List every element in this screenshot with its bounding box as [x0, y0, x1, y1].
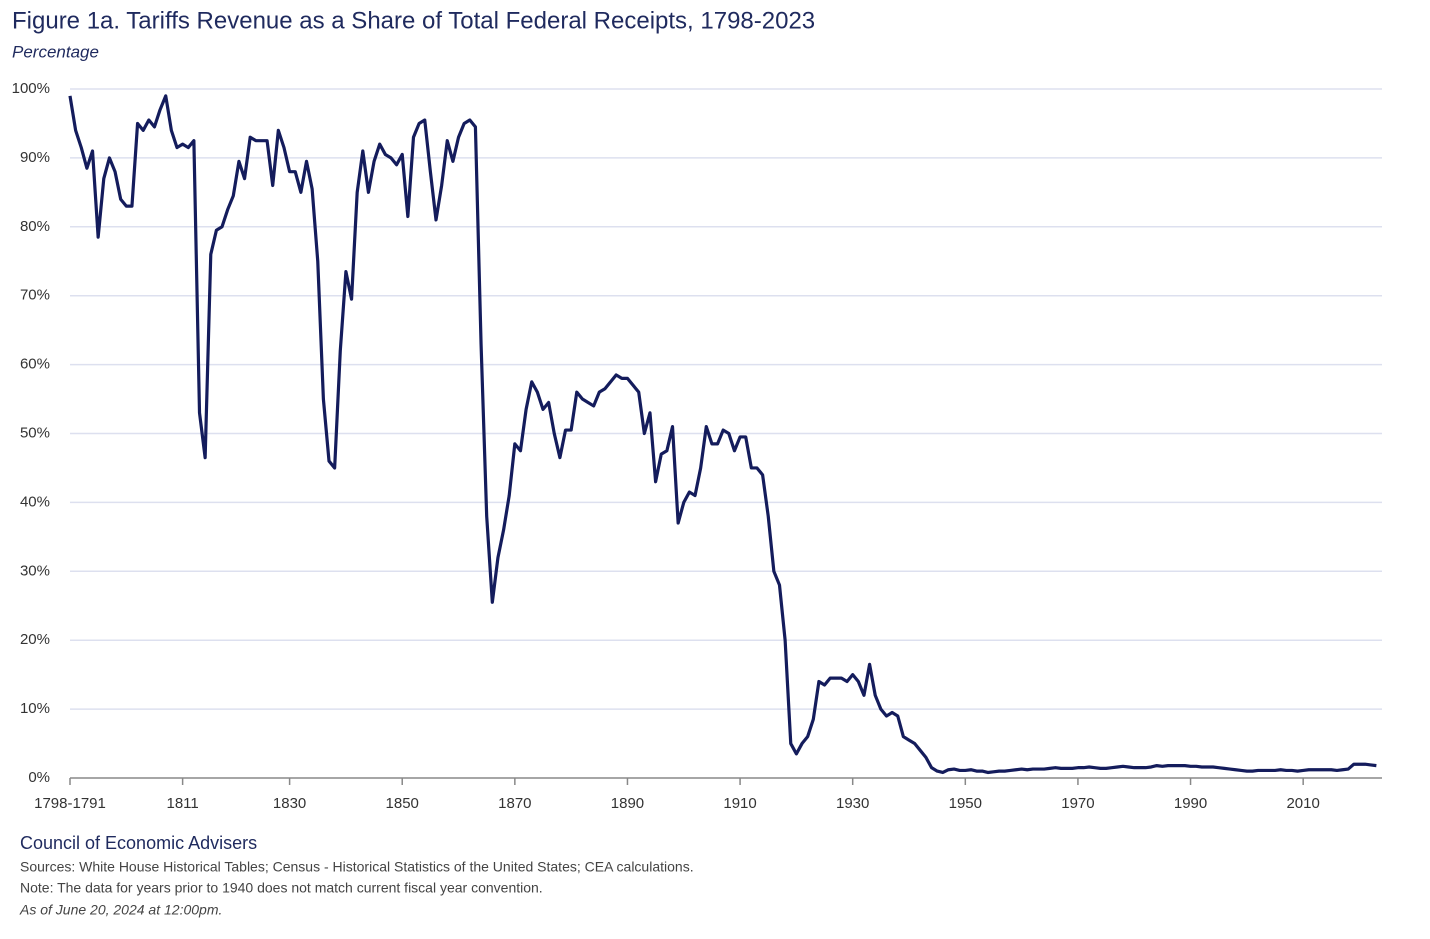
y-tick-label: 90% — [20, 149, 50, 166]
as-of: As of June 20, 2024 at 12:00pm. — [19, 902, 222, 918]
x-tick-label: 1890 — [611, 795, 644, 812]
y-tick-label: 80% — [20, 218, 50, 235]
y-tick-label: 20% — [20, 631, 50, 648]
chart-title: Figure 1a. Tariffs Revenue as a Share of… — [12, 7, 815, 34]
x-tick-label: 1930 — [836, 795, 869, 812]
x-tick-label: 1830 — [273, 795, 306, 812]
y-tick-label: 50% — [20, 424, 50, 441]
y-tick-label: 10% — [20, 700, 50, 717]
x-tick-label: 1990 — [1174, 795, 1207, 812]
y-tick-label: 0% — [28, 769, 50, 786]
x-tick-label: 1870 — [498, 795, 531, 812]
chart-subtitle: Percentage — [12, 42, 99, 61]
y-tick-label: 70% — [20, 287, 50, 304]
x-tick-label: 1850 — [386, 795, 419, 812]
x-tick-label: 1811 — [166, 795, 198, 812]
y-tick-label: 40% — [20, 493, 50, 510]
line-series — [68, 94, 1377, 775]
y-tick-label: 30% — [20, 562, 50, 579]
source-org: Council of Economic Advisers — [20, 833, 257, 853]
note: Note: The data for years prior to 1940 d… — [20, 880, 543, 896]
y-tick-label: 100% — [12, 80, 50, 97]
sources: Sources: White House Historical Tables; … — [20, 859, 694, 875]
x-tick-label: 1950 — [949, 795, 982, 812]
x-tick-label: 1970 — [1061, 795, 1094, 812]
y-tick-label: 60% — [20, 356, 50, 373]
x-tick-label: 1910 — [723, 795, 756, 812]
x-tick-label: 2010 — [1286, 795, 1319, 812]
x-tick-label: 1798-1791 — [34, 795, 106, 812]
